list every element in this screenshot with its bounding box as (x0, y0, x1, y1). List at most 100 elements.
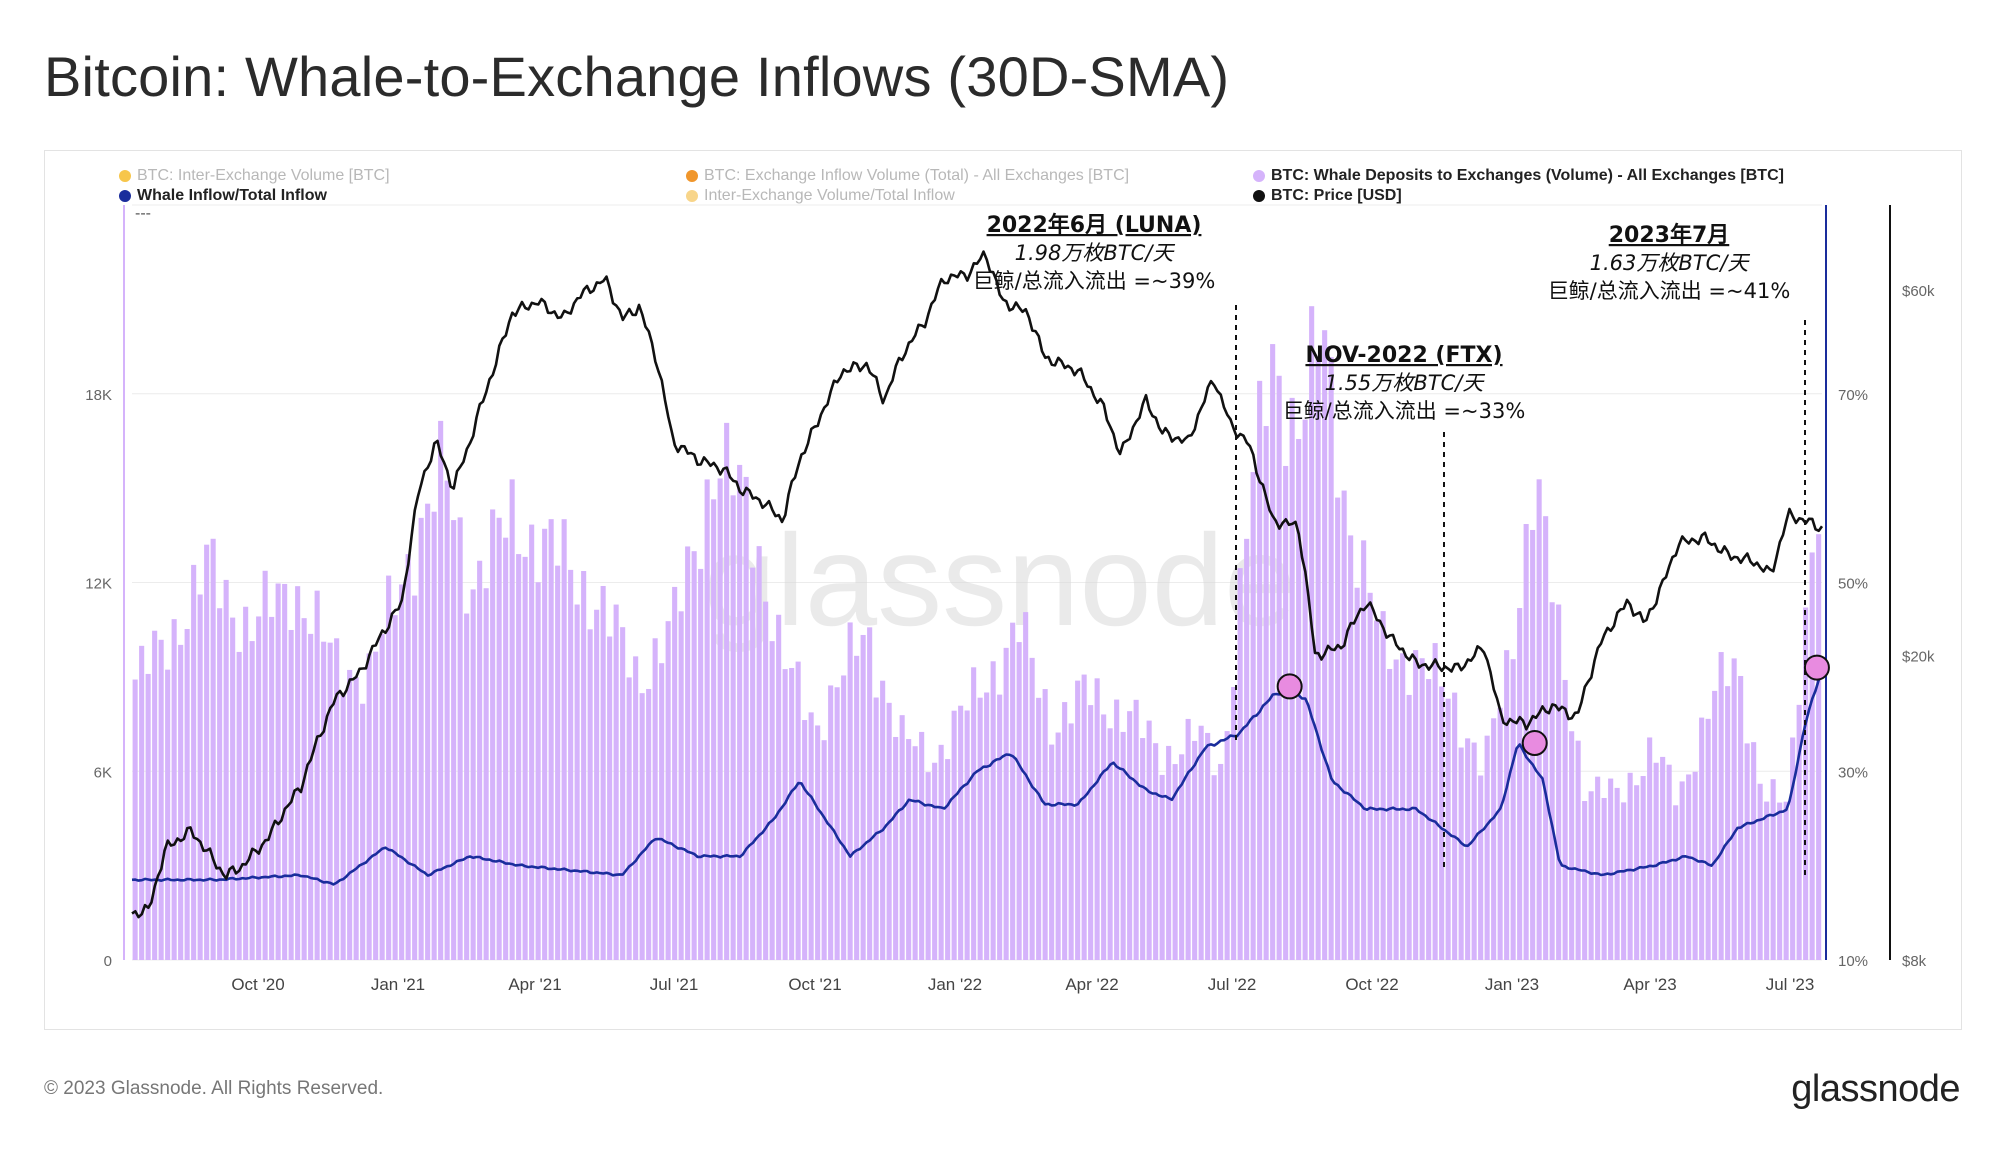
bar (1049, 744, 1055, 960)
bar (795, 661, 801, 960)
bar (1120, 731, 1126, 960)
bar (698, 568, 704, 960)
bar (1361, 540, 1367, 960)
y-price-tick-label: $20k (1902, 648, 1935, 665)
watermark-text: glassnode (704, 507, 1297, 653)
event-marker (1521, 730, 1548, 757)
bar (1081, 674, 1087, 960)
bar (990, 661, 996, 960)
x-tick-label: Jul '23 (1766, 975, 1815, 994)
bar (1023, 612, 1029, 960)
bar (971, 667, 977, 960)
bar (984, 692, 990, 960)
y-ratio-tick-label: 30% (1838, 764, 1868, 781)
y-ratio-tick-label: 10% (1838, 953, 1868, 970)
event-marker (1276, 673, 1303, 700)
bar (1588, 791, 1594, 960)
bar (821, 740, 827, 960)
bar (1244, 538, 1250, 960)
annotation-line-1: 1.98万枚BTC/天 (1015, 241, 1176, 265)
bar (1491, 718, 1497, 960)
legend-item-whale-ratio[interactable]: Whale Inflow/Total Inflow (119, 187, 327, 205)
bar (308, 633, 314, 960)
bar (1172, 764, 1178, 960)
bar (503, 537, 509, 960)
bar (620, 627, 626, 960)
bar (1094, 678, 1100, 960)
x-tick-label: Apr '22 (1065, 975, 1118, 994)
x-tick-label: Jan '22 (928, 975, 982, 994)
bar (360, 703, 366, 960)
bar (1627, 772, 1633, 960)
legend-item-inter-exchange-ratio[interactable]: Inter-Exchange Volume/Total Inflow (686, 187, 955, 205)
bar (639, 693, 645, 960)
bar (743, 476, 749, 960)
bar (977, 697, 983, 960)
bar (1673, 805, 1679, 960)
bar (223, 579, 229, 960)
bar (1133, 699, 1139, 960)
bar (1536, 479, 1542, 960)
bar (191, 564, 197, 960)
bar (945, 759, 951, 960)
bar (165, 669, 171, 960)
bar (652, 638, 658, 960)
y-ratio-tick-label: 50% (1838, 576, 1868, 593)
bar (561, 519, 567, 960)
bar (1055, 732, 1061, 960)
bar (535, 582, 541, 960)
bar (951, 710, 957, 960)
bar (1692, 771, 1698, 960)
bar (542, 528, 548, 960)
bar (1608, 778, 1614, 960)
event-marker (1803, 654, 1830, 681)
bar (1731, 658, 1737, 960)
bar (249, 641, 255, 960)
bar (600, 585, 606, 960)
bar (347, 669, 353, 960)
bar (295, 586, 301, 960)
legend-dot-icon (1253, 190, 1265, 202)
bar (1328, 357, 1334, 960)
bar (217, 608, 223, 960)
bar (464, 613, 470, 960)
price-line (131, 250, 1824, 919)
bar (1718, 652, 1724, 960)
bar (301, 618, 307, 960)
bar (314, 590, 320, 960)
bar (171, 619, 177, 960)
bar (938, 744, 944, 960)
legend-item-whale-deposits[interactable]: BTC: Whale Deposits to Exchanges (Volume… (1253, 167, 1784, 185)
bar (1153, 743, 1159, 960)
bar (860, 634, 866, 960)
annotation-title: 2022年6月 (LUNA) (987, 212, 1202, 238)
bar (782, 669, 788, 960)
bar (1569, 731, 1575, 960)
annotation-line-2: 巨鲸/总流入流出 =~33% (1283, 399, 1526, 423)
x-tick-label: Jan '21 (371, 975, 425, 994)
bar (288, 629, 294, 960)
bar (1510, 659, 1516, 960)
legend-item-inter-exchange-volume[interactable]: BTC: Inter-Exchange Volume [BTC] (119, 167, 390, 185)
bar (685, 546, 691, 960)
bar (1114, 699, 1120, 960)
bar (1653, 762, 1659, 960)
legend-item-exchange-inflow-volume[interactable]: BTC: Exchange Inflow Volume (Total) - Al… (686, 167, 1129, 185)
bar (665, 621, 671, 960)
bar (626, 677, 632, 960)
bar (210, 538, 216, 960)
bar (1127, 711, 1133, 960)
bar (724, 422, 730, 960)
y-left-tick-label: 12K (85, 576, 112, 593)
legend-item-price[interactable]: BTC: Price [USD] (1253, 187, 1402, 205)
bar (1478, 775, 1484, 960)
bar (711, 499, 717, 960)
bar (581, 571, 587, 960)
bar (1796, 704, 1802, 960)
annotation-title: 2023年7月 (1609, 222, 1730, 248)
bar (613, 604, 619, 960)
bar (1276, 375, 1282, 960)
bar (1783, 801, 1789, 960)
bar (152, 630, 158, 960)
bar (1010, 622, 1016, 960)
